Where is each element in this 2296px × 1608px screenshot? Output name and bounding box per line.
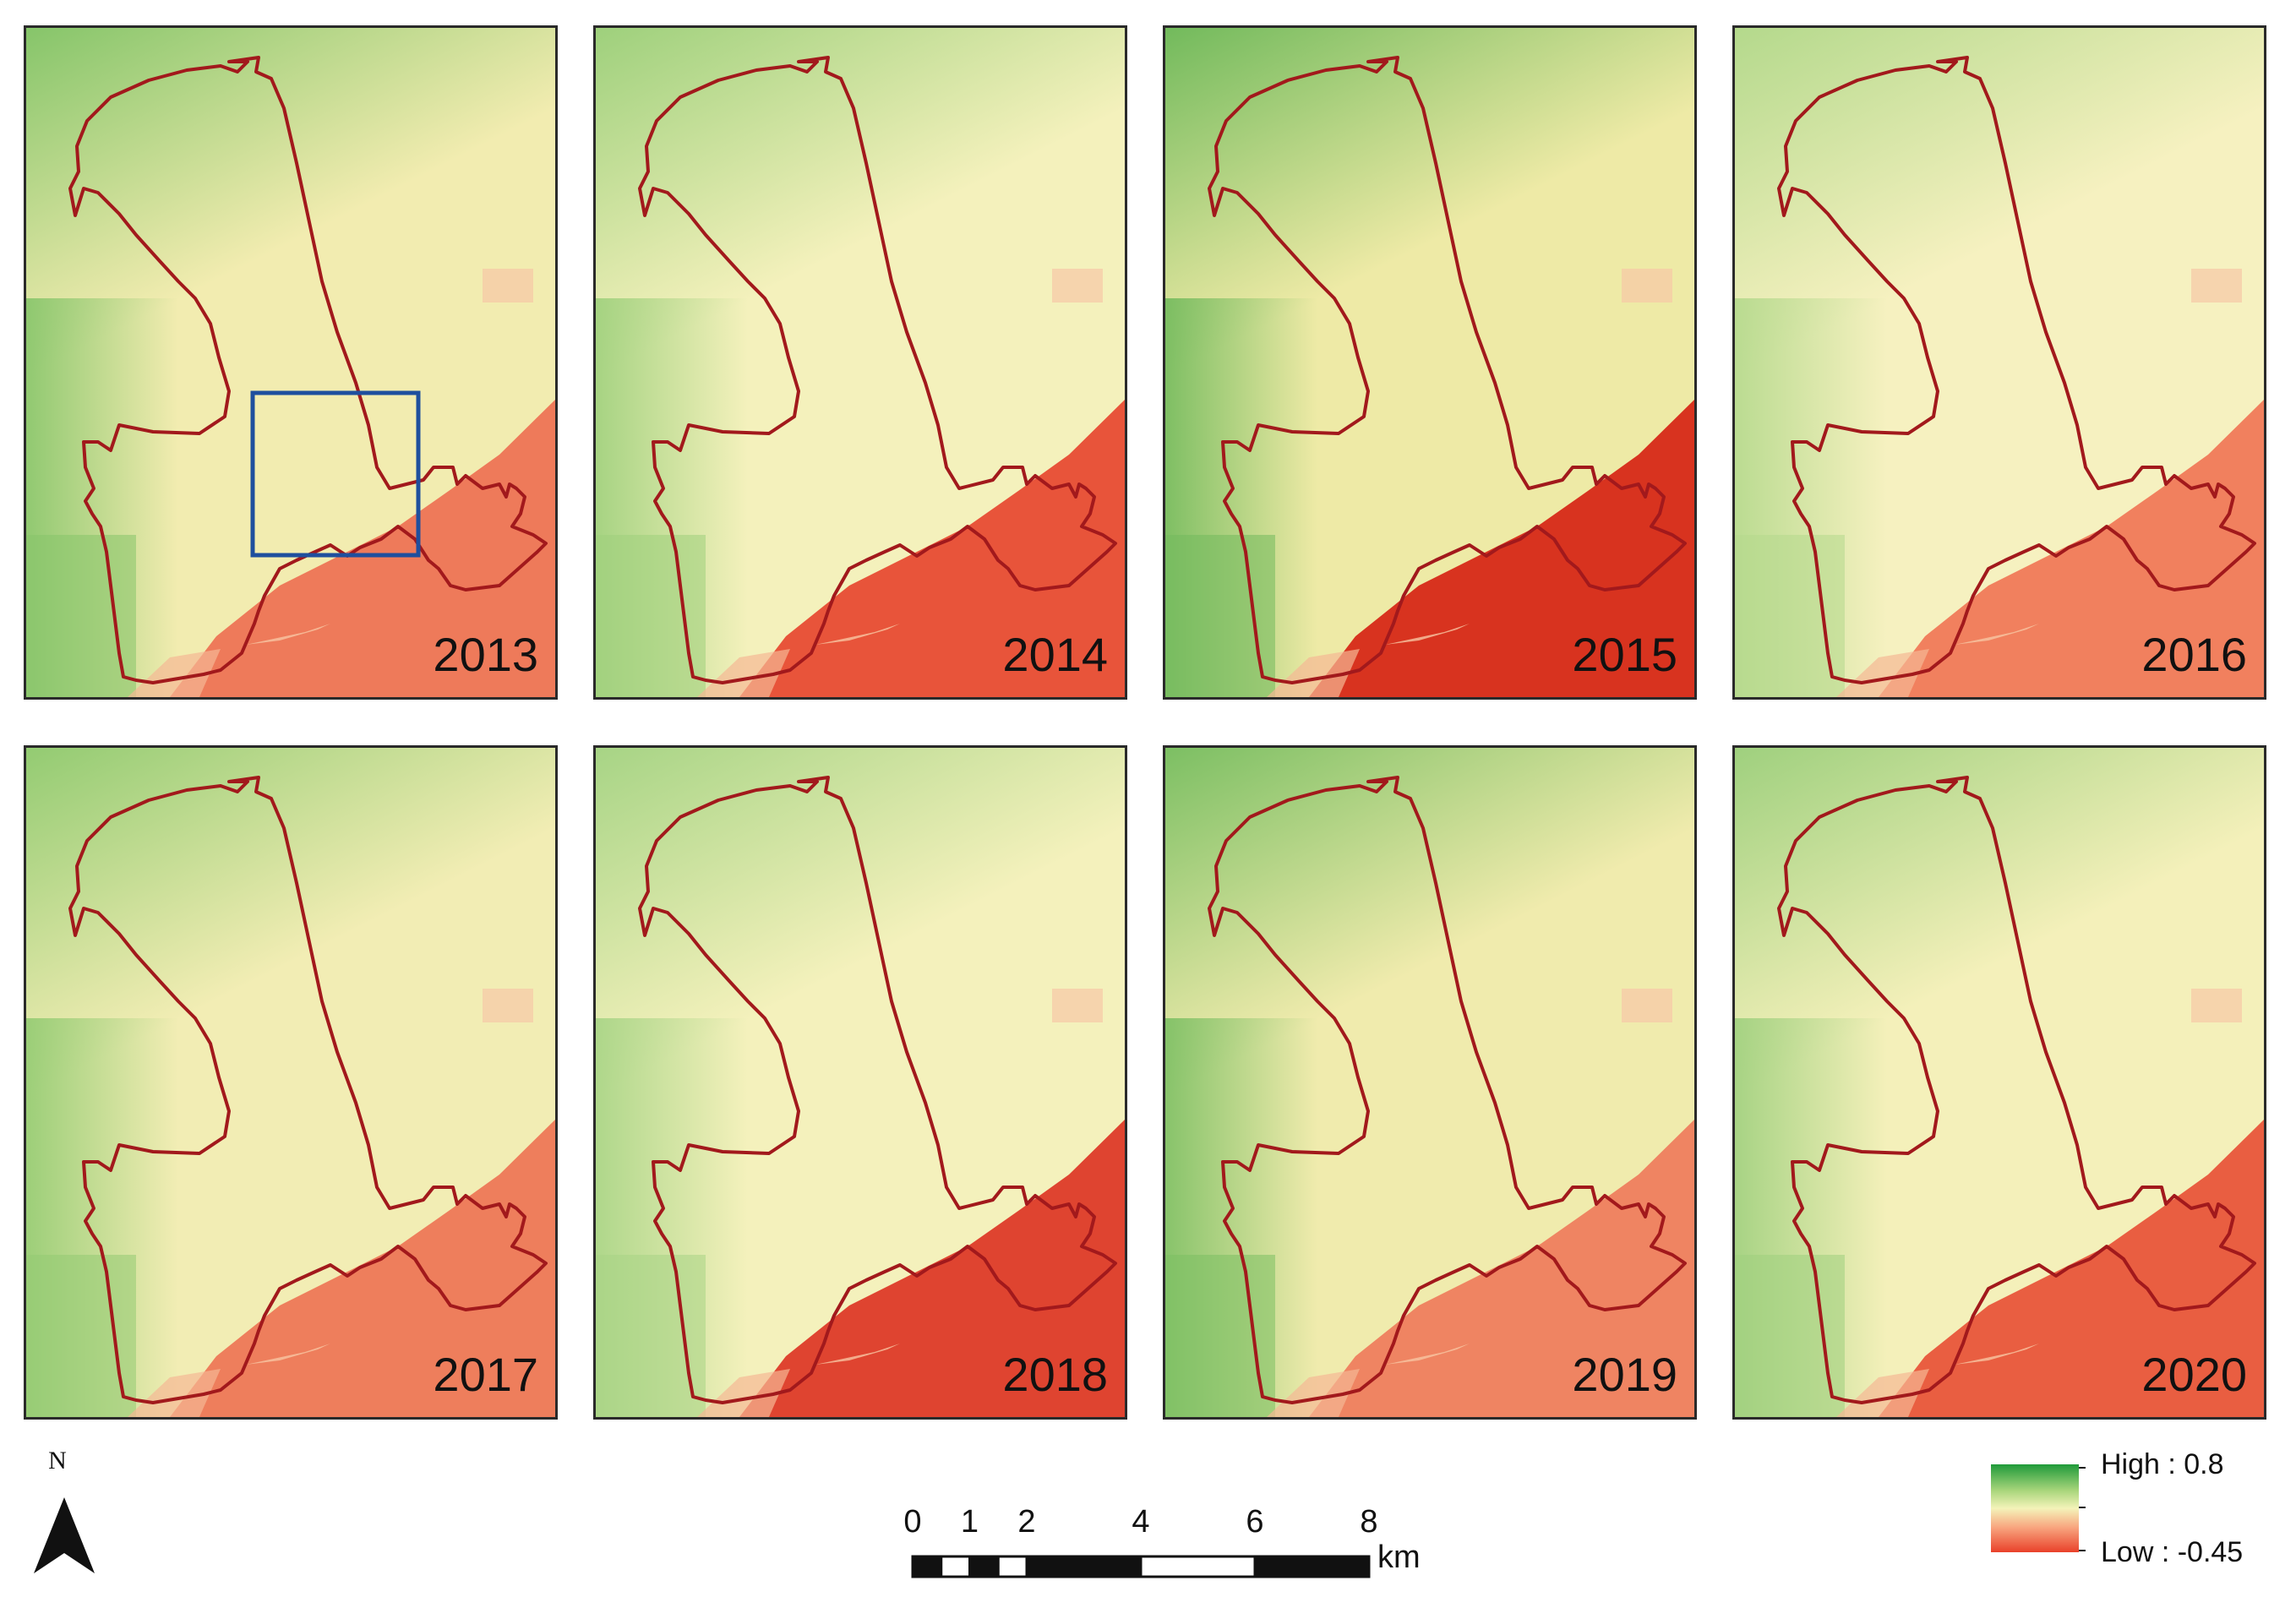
ndvi-map xyxy=(596,748,1125,1417)
map-panel-2017: 2017 xyxy=(24,745,558,1420)
legend-low-label: Low : -0.45 xyxy=(2101,1536,2244,1568)
scale-segment xyxy=(940,1555,971,1578)
scale-tick-8: 8 xyxy=(1360,1504,1378,1540)
scale-segment xyxy=(1139,1555,1257,1578)
year-label: 2015 xyxy=(1572,628,1677,681)
study-area-box xyxy=(250,390,421,558)
map-panel-2013: 2013 xyxy=(24,25,558,700)
legend-tick-high xyxy=(2079,1467,2086,1469)
year-label: 2014 xyxy=(1002,628,1108,681)
ndvi-map xyxy=(1735,748,2264,1417)
map-panel-2015: 2015 xyxy=(1163,25,1697,700)
legend-tick-mid xyxy=(2079,1507,2086,1508)
north-label: N xyxy=(48,1447,67,1474)
year-label: 2013 xyxy=(433,628,538,681)
scale-bar xyxy=(911,1555,1371,1578)
north-arrow-icon xyxy=(34,1497,95,1573)
map-panel-2019: 2019 xyxy=(1163,745,1697,1420)
scale-tick-6: 6 xyxy=(1246,1504,1264,1540)
map-panel-2020: 2020 xyxy=(1732,745,2266,1420)
legend-color-ramp xyxy=(1991,1464,2079,1552)
ndvi-map xyxy=(1165,28,1694,697)
scale-tick-4: 4 xyxy=(1132,1504,1150,1540)
scale-tick-1: 1 xyxy=(960,1504,979,1540)
ndvi-map xyxy=(1165,748,1694,1417)
scale-segment xyxy=(996,1555,1028,1578)
scale-tick-2: 2 xyxy=(1017,1504,1036,1540)
year-label: 2020 xyxy=(2141,1348,2247,1401)
ndvi-map xyxy=(596,28,1125,697)
legend-tick-low xyxy=(2079,1550,2086,1551)
scale-segment xyxy=(968,1555,1000,1578)
ndvi-map xyxy=(1735,28,2264,697)
scale-tick-0: 0 xyxy=(903,1504,922,1540)
year-label: 2019 xyxy=(1572,1348,1677,1401)
map-panel-2016: 2016 xyxy=(1732,25,2266,700)
year-label: 2018 xyxy=(1002,1348,1108,1401)
scale-segment xyxy=(911,1555,943,1578)
map-panel-2018: 2018 xyxy=(593,745,1127,1420)
scale-segment xyxy=(1253,1555,1371,1578)
scale-unit-label: km xyxy=(1377,1540,1421,1575)
year-label: 2017 xyxy=(433,1348,538,1401)
map-panel-2014: 2014 xyxy=(593,25,1127,700)
year-label: 2016 xyxy=(2141,628,2247,681)
ndvi-map xyxy=(26,28,555,697)
ndvi-map xyxy=(26,748,555,1417)
scale-segment xyxy=(1025,1555,1143,1578)
legend-high-label: High : 0.8 xyxy=(2101,1448,2224,1480)
